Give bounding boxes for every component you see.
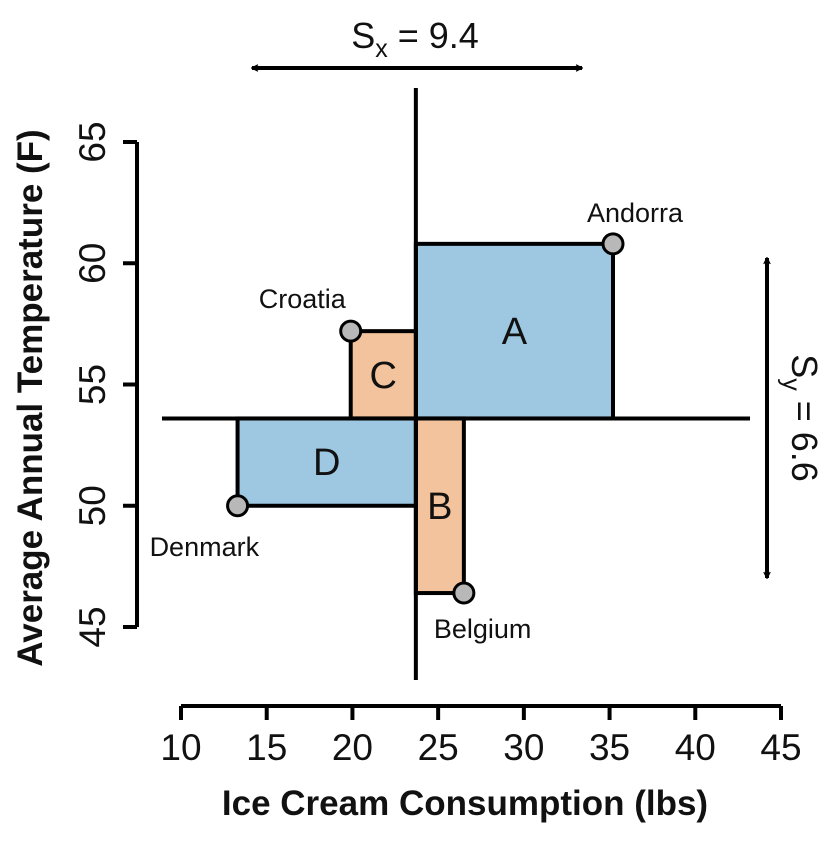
mean-lines-layer <box>162 88 750 680</box>
point-label-denmark: Denmark <box>150 532 260 562</box>
rect-a <box>413 241 615 421</box>
point-andorra <box>601 232 625 256</box>
y-tick-label-50: 50 <box>72 485 113 526</box>
rect-label-b: B <box>427 486 452 528</box>
y-axis-title: Average Annual Temperature (F) <box>11 129 50 666</box>
rect-label-a: A <box>502 311 528 353</box>
y-tick-label-65: 65 <box>72 121 113 162</box>
point-denmark <box>226 494 250 518</box>
rect-label-c: C <box>370 355 397 397</box>
x-tick-label-30: 30 <box>503 727 544 768</box>
x-tick-label-20: 20 <box>332 727 373 768</box>
rect-d <box>235 416 418 508</box>
rect-label-d: D <box>313 442 340 484</box>
point-label-croatia: Croatia <box>259 284 347 314</box>
x-tick-label-35: 35 <box>589 727 630 768</box>
x-tick-label-25: 25 <box>418 727 459 768</box>
point-belgium <box>452 581 476 605</box>
y-tick-label-55: 55 <box>72 364 113 405</box>
axes-layer: 10 15 20 25 30 35 40 45 45 50 55 60 65 <box>72 121 802 768</box>
x-tick-label-40: 40 <box>675 727 716 768</box>
y-tick-label-45: 45 <box>72 606 113 647</box>
sy-label: Sy = 6.6 <box>777 354 825 482</box>
point-croatia <box>339 319 363 343</box>
point-label-andorra: Andorra <box>587 198 684 228</box>
x-axis-title: Ice Cream Consumption (lbs) <box>222 784 708 823</box>
points-layer: Andorra Croatia Denmark Belgium <box>150 198 684 644</box>
x-tick-label-10: 10 <box>160 727 201 768</box>
x-tick-label-45: 45 <box>760 727 801 768</box>
x-tick-label-15: 15 <box>246 727 287 768</box>
point-label-belgium: Belgium <box>434 614 532 644</box>
sx-label: Sx = 9.4 <box>351 15 479 63</box>
y-tick-label-60: 60 <box>72 243 113 284</box>
